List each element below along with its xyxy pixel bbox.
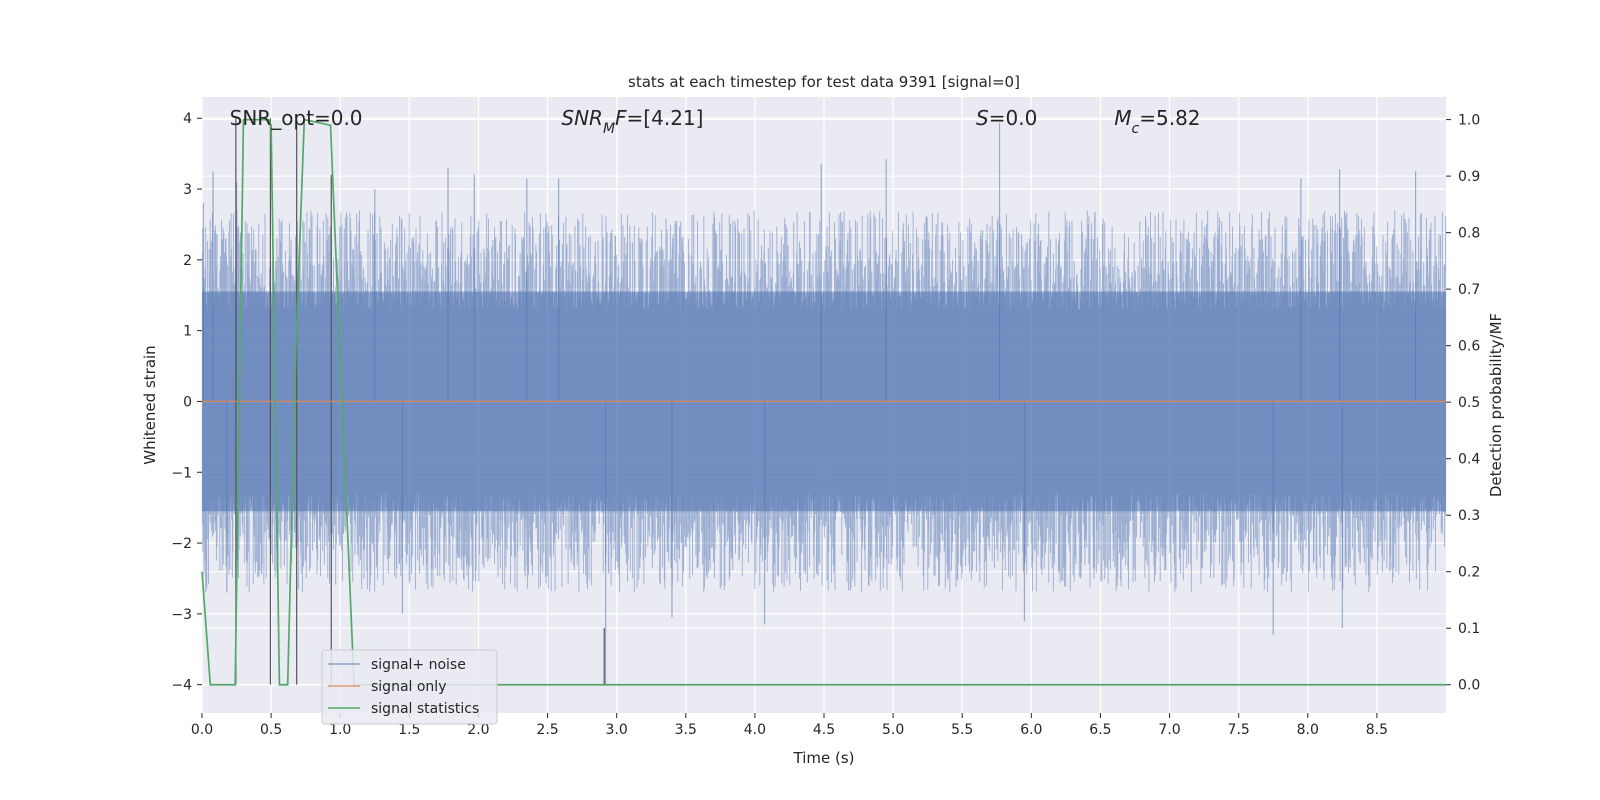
y-tick-label: 3 <box>183 182 192 198</box>
x-tick-label: 1.5 <box>398 722 420 738</box>
x-tick-label: 1.0 <box>329 722 351 738</box>
x-tick-label: 4.5 <box>813 722 835 738</box>
annotation-mc: Mc=5.82 <box>1114 106 1200 137</box>
y-tick-label: −1 <box>171 465 192 481</box>
y2-tick-label: 0.7 <box>1458 282 1480 298</box>
y2-tick-label: 0.2 <box>1458 565 1480 581</box>
x-tick-label: 8.0 <box>1297 722 1319 738</box>
y2-tick-label: 0.1 <box>1458 621 1480 637</box>
signal-statistics-line <box>201 118 1446 686</box>
y2-tick-label: 1.0 <box>1458 113 1480 129</box>
y2-tick-label: 0.5 <box>1458 395 1480 411</box>
y-tick-label: −2 <box>171 536 192 552</box>
x-tick-label: 3.0 <box>606 722 628 738</box>
y2-tick-label: 0.6 <box>1458 339 1480 355</box>
x-tick-label: 7.0 <box>1158 722 1180 738</box>
x-tick-label: 7.5 <box>1228 722 1250 738</box>
y-tick-label: −4 <box>171 678 192 694</box>
x-tick-label: 0.5 <box>260 722 282 738</box>
y-tick-label: 4 <box>183 111 192 127</box>
annotations: SNR_opt=0.0 SNRMF=[4.21] S=0.0 Mc=5.82 <box>230 106 1201 137</box>
x-tick-label: 4.0 <box>744 722 766 738</box>
x-tick-label: 2.5 <box>536 722 558 738</box>
legend-box <box>321 649 498 725</box>
y2-tick-label: 0.4 <box>1458 452 1480 468</box>
noise-trace <box>201 210 1447 593</box>
y-tick-label: 2 <box>183 253 192 269</box>
x-tick-label: 6.5 <box>1089 722 1111 738</box>
y2-ticks: 1.0 0.9 0.8 0.7 0.6 0.5 0.4 0.3 0.2 0.1 0.0 <box>1446 113 1480 694</box>
x-tick-label: 0.0 <box>191 722 213 738</box>
y2-tick-label: 0.8 <box>1458 226 1480 242</box>
y2-axis-label: Detection probability/MF <box>1487 313 1505 497</box>
x-tick-label: 5.0 <box>882 722 904 738</box>
x-tick-label: 6.0 <box>1020 722 1042 738</box>
x-tick-label: 8.5 <box>1366 722 1388 738</box>
y2-tick-label: 0.0 <box>1458 678 1480 694</box>
chart-title: stats at each timestep for test data 939… <box>628 73 1020 91</box>
x-tick-label: 2.0 <box>467 722 489 738</box>
y-ticks: 4 3 2 1 0 −1 −2 −3 −4 <box>171 111 202 694</box>
x-axis-label: Time (s) <box>793 749 855 767</box>
y2-tick-label: 0.3 <box>1458 508 1480 524</box>
y-axis-label: Whitened strain <box>141 345 159 464</box>
legend-label-signal-noise: signal+ noise <box>371 657 466 673</box>
y-tick-label: −3 <box>171 607 192 623</box>
x-tick-label: 3.5 <box>675 722 697 738</box>
series-signal-statistics <box>201 118 1446 686</box>
legend: signal+ noise signal only signal statist… <box>321 649 498 725</box>
annotation-s-stat: S=0.0 <box>976 106 1037 130</box>
y-tick-label: 0 <box>183 394 192 410</box>
y-tick-label: 1 <box>183 324 192 340</box>
annotation-snr-opt: SNR_opt=0.0 <box>230 106 363 130</box>
legend-label-signal-statistics: signal statistics <box>371 701 479 717</box>
annotation-snr-mf: SNRMF=[4.21] <box>561 106 703 137</box>
x-tick-label: 5.5 <box>951 722 973 738</box>
legend-label-signal-only: signal only <box>371 679 446 695</box>
x-ticks: 0.0 0.5 1.0 1.5 2.0 2.5 3.0 3.5 4.0 4.5 5.0 5.5 6.0 6… <box>191 713 1388 738</box>
y2-tick-label: 0.9 <box>1458 169 1480 185</box>
